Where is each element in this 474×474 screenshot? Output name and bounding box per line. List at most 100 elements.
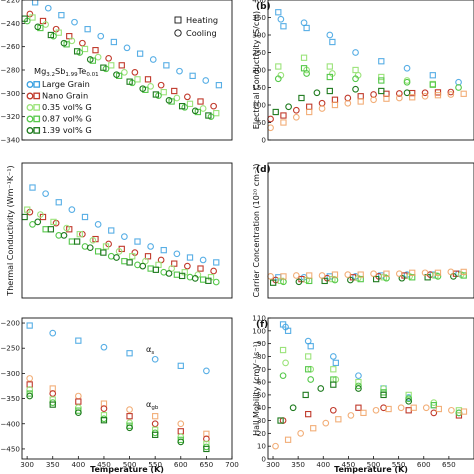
data-point [126,413,133,420]
data-point [134,76,141,83]
data-point [347,276,354,284]
data-point [344,99,352,107]
data-point [203,445,210,453]
data-point [279,372,287,380]
panel-label: (d) [256,165,271,175]
data-point [73,238,81,245]
data-point [430,409,438,417]
legend-cooling: Cooling [174,28,217,38]
legend-heating: Heating [174,15,218,25]
alpha-gb-label: αgb [146,399,159,411]
data-point [421,92,429,100]
data-point [121,233,128,240]
data-point [26,392,34,400]
x-tick-label: 450 [342,460,356,469]
data-point [79,39,86,47]
data-point [213,110,220,117]
panel-seebeck: −220 −240 −260 −280 −300 −320 −340 [0,0,233,145]
data-point [267,115,274,123]
data-point [34,23,42,31]
data-point [409,94,416,101]
data-point [151,355,159,363]
y-tick-label: 70 [257,365,267,374]
cooling-circle-icon [174,29,182,37]
data-point [115,248,123,255]
data-point [147,82,154,90]
data-point [360,409,367,417]
y-tick-label: −260 [0,42,20,51]
data-point [279,346,287,354]
data-point [292,106,300,114]
points-mobility [272,321,468,450]
x-tick-label: 550 [392,460,406,469]
data-point [274,75,282,83]
data-point [277,417,284,424]
data-point [322,419,330,427]
data-point [68,206,76,213]
data-point [152,91,160,98]
data-point [165,96,173,104]
data-point [147,265,154,272]
x-tick-label: 500 [123,460,137,469]
x-tick-label: 400 [316,460,330,469]
data-point [329,38,336,46]
data-point [300,65,308,72]
y-tick-label: 0 [261,136,266,145]
data-point [378,87,385,95]
data-point [160,268,168,276]
data-point [29,184,36,191]
data-point [352,66,359,74]
y-tick-label: −320 [0,112,20,121]
data-point [280,112,287,119]
data-point [403,89,411,97]
data-point [370,270,377,278]
data-point [331,96,339,103]
data-point [100,417,108,424]
points-carrier [267,268,467,286]
data-point [29,221,36,228]
data-point [75,398,82,405]
data-point [152,266,160,273]
data-point [184,93,191,101]
data-point [94,53,102,61]
data-point [298,94,305,102]
data-point [352,75,359,83]
data-point [165,270,173,277]
points-seebeck [21,0,223,121]
data-point [149,56,157,63]
data-point [152,431,159,438]
data-point [55,199,62,206]
data-point [421,269,429,277]
points-bottom_seebeck [26,322,210,453]
y-tick-label: 100 [252,326,266,335]
data-point [202,77,210,84]
data-point [331,271,339,278]
data-point [68,37,76,45]
data-point [347,412,355,419]
y-axis-label: Hall Mobility (cmV⁻¹s⁻¹) [252,341,261,436]
legend-square-icon [33,127,41,134]
data-point [275,63,282,70]
data-point [171,87,178,95]
data-point [108,62,115,69]
data-point [313,89,321,97]
data-point [68,238,76,245]
data-point [189,72,196,79]
data-point [186,254,194,261]
data-point [460,408,468,415]
points-conductivity [267,9,467,132]
legend-entry: 0.35 vol% G [26,102,92,112]
data-point [210,102,217,110]
data-point [285,103,292,111]
data-point [34,218,42,226]
data-point [49,401,56,408]
panel-thermal: Thermal Conductivity (Wm⁻¹K⁻¹) [6,162,233,299]
x-tick-label: 400 [71,460,85,469]
data-point [275,9,282,16]
data-point [73,48,81,55]
data-point [139,262,147,270]
y-tick-label: −340 [0,136,20,145]
data-point [186,100,194,107]
data-point [378,73,385,81]
y-tick-label: −450 [0,444,20,453]
